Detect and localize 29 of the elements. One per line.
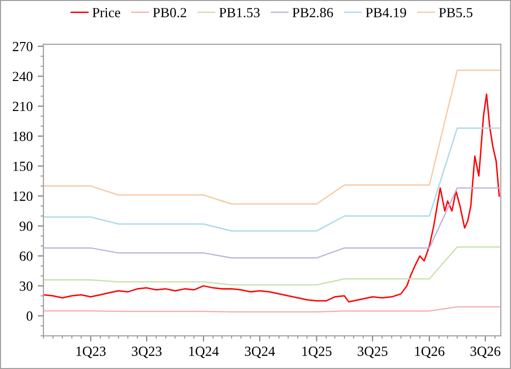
- y-tick-label: 90: [20, 222, 32, 231]
- legend-label: PB0.2: [152, 8, 186, 18]
- y-tick-label: 30: [20, 281, 32, 291]
- line-series: [43, 128, 500, 232]
- y-tick-label: 210: [12, 102, 32, 112]
- y-tick-label: 270: [12, 42, 32, 52]
- x-tick-label: 1Q24: [189, 346, 219, 358]
- line-series: [43, 187, 500, 259]
- x-tick-label: 3Q23: [132, 346, 162, 358]
- legend-label: PB5.5: [438, 8, 472, 18]
- legend-label: PB4.19: [366, 8, 406, 18]
- legend-label: Price: [92, 8, 120, 18]
- line-series: [43, 246, 500, 286]
- y-tick-label: 0: [26, 311, 32, 321]
- line-series: [43, 70, 500, 205]
- x-tick-label: 1Q23: [76, 346, 106, 358]
- x-tick-label: 3Q25: [358, 346, 388, 358]
- y-tick-label: 120: [13, 192, 32, 201]
- y-tick-label: 60: [20, 252, 32, 261]
- x-tick-label: 3Q26: [470, 346, 500, 358]
- y-tick-label: 240: [12, 72, 32, 82]
- legend-label: PB2.86: [292, 8, 333, 18]
- x-tick-label: 1Q26: [415, 346, 444, 358]
- y-tick-label: 180: [13, 132, 32, 142]
- line-series: [43, 94, 500, 303]
- x-tick-label: 3Q24: [244, 346, 275, 358]
- y-tick-label: 150: [13, 162, 32, 172]
- x-tick-label: 1Q25: [302, 346, 332, 358]
- legend-label: PB1.53: [219, 8, 260, 18]
